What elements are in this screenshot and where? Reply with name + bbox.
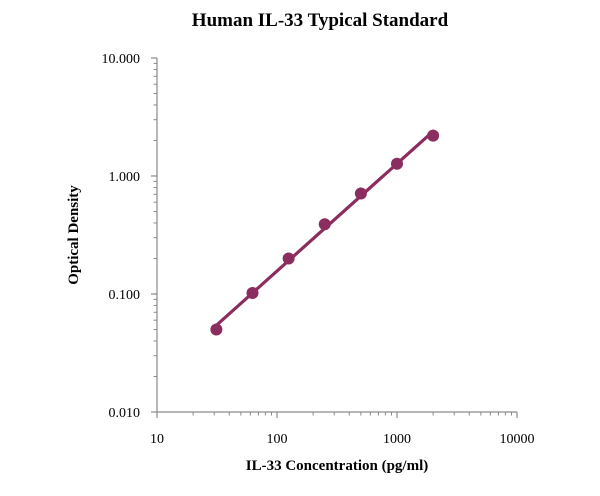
x-axis-title: IL-33 Concentration (pg/ml) xyxy=(246,458,429,474)
x-tick-label: 10 xyxy=(150,432,164,447)
x-tick-label: 10000 xyxy=(500,432,535,447)
x-tick-label: 100 xyxy=(267,432,288,447)
y-axis-title: Optical Density xyxy=(66,185,82,285)
axes xyxy=(156,58,517,413)
major-ticks xyxy=(151,57,518,418)
data-point xyxy=(318,218,331,231)
series-layer xyxy=(210,129,440,336)
data-point xyxy=(354,187,367,200)
data-point xyxy=(427,129,440,142)
data-point xyxy=(282,252,295,265)
chart-title: Human IL-33 Typical Standard xyxy=(192,10,449,31)
data-point xyxy=(246,286,259,299)
x-tick-labels: 10 100 1000 10000 xyxy=(150,432,535,447)
data-point xyxy=(210,323,223,336)
data-point xyxy=(391,157,403,170)
y-tick-labels: 0.010 0.100 1.000 10.000 xyxy=(102,52,141,421)
y-tick-label: 1.000 xyxy=(109,170,141,185)
x-tick-label: 1000 xyxy=(383,432,411,447)
y-tick-label: 0.100 xyxy=(109,288,141,303)
minor-ticks xyxy=(153,62,513,416)
y-tick-label: 0.010 xyxy=(109,406,141,421)
y-tick-label: 10.000 xyxy=(102,52,141,67)
